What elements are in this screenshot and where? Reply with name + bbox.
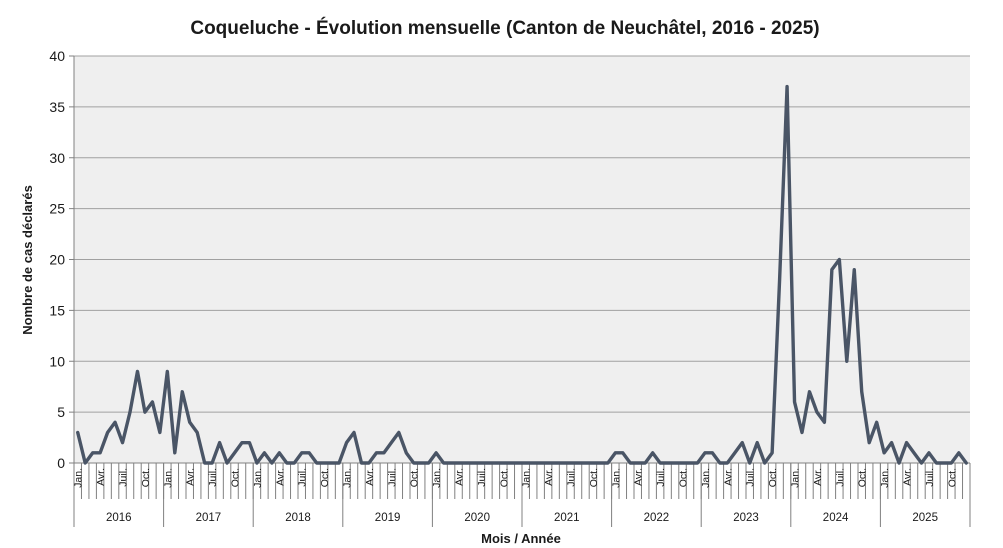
x-month-label: Jan. <box>879 468 891 488</box>
x-month-label: Oct. <box>857 468 869 487</box>
x-month-label: Avr. <box>95 468 107 486</box>
x-month-label: Oct. <box>946 468 958 487</box>
x-month-label: Juil. <box>745 468 757 487</box>
x-month-label: Oct. <box>319 468 331 487</box>
x-month-label: Avr. <box>812 468 824 486</box>
y-tick-label: 35 <box>49 99 65 115</box>
x-month-label: Avr. <box>633 468 645 486</box>
x-month-label: Avr. <box>902 468 914 486</box>
x-month-label: Avr. <box>543 468 555 486</box>
x-month-label: Juil. <box>297 468 309 487</box>
y-tick-label: 25 <box>49 201 65 217</box>
x-year-label: 2022 <box>644 512 670 524</box>
x-month-label: Juil. <box>118 468 130 487</box>
x-month-label: Oct. <box>140 468 152 487</box>
x-month-label: Oct. <box>678 468 690 487</box>
x-year-label: 2016 <box>106 512 132 524</box>
x-year-label: 2024 <box>823 512 849 524</box>
x-year-label: 2020 <box>464 512 490 524</box>
x-month-label: Juil. <box>386 468 398 487</box>
x-year-label: 2021 <box>554 512 580 524</box>
x-month-label: Jan. <box>252 468 264 488</box>
x-year-label: 2019 <box>375 512 401 524</box>
x-month-label: Avr. <box>364 468 376 486</box>
x-month-label: Oct. <box>230 468 242 487</box>
x-year-label: 2025 <box>912 512 938 524</box>
x-month-label: Jan. <box>610 468 622 488</box>
x-month-label: Jan. <box>700 468 712 488</box>
x-axis-title: Mois / Année <box>481 531 561 546</box>
x-month-label: Jan. <box>790 468 802 488</box>
x-month-label: Jan. <box>73 468 85 488</box>
x-month-label: Jan. <box>431 468 443 488</box>
x-month-label: Juil. <box>566 468 578 487</box>
y-tick-label: 40 <box>49 48 65 64</box>
x-month-label: Oct. <box>588 468 600 487</box>
x-month-label: Avr. <box>454 468 466 486</box>
x-month-label: Juil. <box>834 468 846 487</box>
y-axis-title: Nombre de cas déclarés <box>20 185 35 335</box>
x-month-label: Avr. <box>722 468 734 486</box>
x-month-label: Jan. <box>521 468 533 488</box>
x-month-label: Juil. <box>207 468 219 487</box>
x-axis: Jan. Avr. Juil. Oct. 2016 Jan. Avr. Juil. Oct. 20… <box>73 463 971 527</box>
x-year-label: 2017 <box>196 512 222 524</box>
series-line <box>76 84 968 465</box>
y-tick-label: 0 <box>57 455 65 471</box>
x-month-label: Jan. <box>162 468 174 488</box>
x-month-label: Oct. <box>409 468 421 487</box>
y-tick-label: 30 <box>49 150 65 166</box>
x-month-label: Jan. <box>342 468 354 488</box>
y-tick-label: 5 <box>57 404 65 420</box>
x-month-label: Juil. <box>655 468 667 487</box>
x-month-label: Juil. <box>924 468 936 487</box>
x-month-label: Juil. <box>476 468 488 487</box>
y-tick-labels: 0 5 10 15 20 25 30 35 40 <box>49 48 74 471</box>
x-month-label: Avr. <box>185 468 197 486</box>
y-tick-label: 10 <box>49 353 65 369</box>
y-tick-label: 20 <box>49 252 65 268</box>
x-year-label: 2023 <box>733 512 759 524</box>
chart-title: Coqueluche - Évolution mensuelle (Canton… <box>190 17 819 39</box>
x-month-label: Avr. <box>274 468 286 486</box>
x-month-label: Oct. <box>498 468 510 487</box>
x-month-label: Oct. <box>767 468 779 487</box>
x-year-label: 2018 <box>285 512 311 524</box>
y-tick-label: 15 <box>49 302 65 318</box>
